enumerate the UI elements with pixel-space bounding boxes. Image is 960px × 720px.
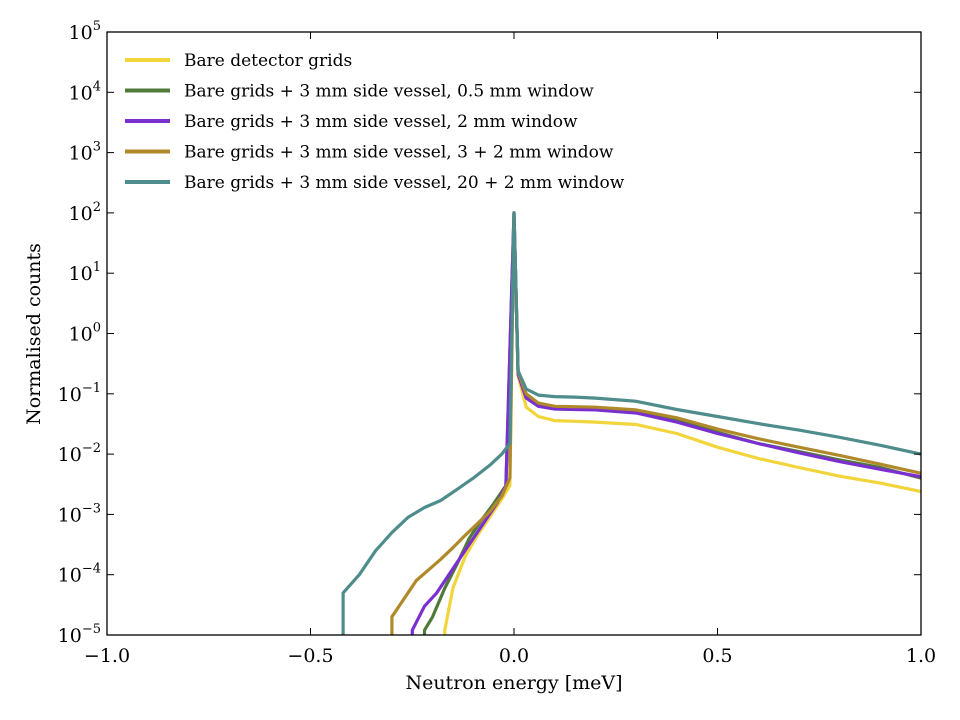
x-tick-label: 0.5	[702, 645, 732, 667]
y-axis-label: Normalised counts	[23, 243, 45, 425]
x-tick-label: −0.5	[287, 645, 333, 667]
y-tick-label: 10−2	[58, 441, 101, 466]
legend-label-3: Bare grids + 3 mm side vessel, 2 mm wind…	[184, 112, 578, 132]
series-layer	[341, 211, 921, 635]
y-tick-label: 10−1	[58, 381, 101, 406]
series-line-3	[410, 211, 921, 635]
y-tick-label: 104	[69, 79, 101, 104]
x-axis-label: Neutron energy [meV]	[405, 672, 622, 694]
y-tick-label: 10−3	[58, 501, 101, 526]
series-line-5	[341, 211, 921, 635]
y-tick-label: 102	[69, 200, 101, 225]
legend-label-1: Bare detector grids	[184, 51, 352, 71]
x-tick-label: 1.0	[906, 645, 936, 667]
legend: Bare detector grids Bare grids + 3 mm sid…	[125, 51, 625, 193]
y-tick-label: 101	[69, 260, 101, 285]
y-tick-label: 10−4	[58, 562, 101, 587]
legend-label-2: Bare grids + 3 mm side vessel, 0.5 mm wi…	[184, 82, 594, 102]
y-tick-label: 100	[69, 321, 101, 346]
legend-label-5: Bare grids + 3 mm side vessel, 20 + 2 mm…	[184, 173, 625, 193]
series-line-1	[443, 211, 921, 635]
x-tick-label: 0.0	[499, 645, 529, 667]
y-tick-label: 10−5	[58, 622, 101, 647]
x-tick-label: −1.0	[84, 645, 130, 667]
series-line-4	[390, 211, 921, 635]
y-tick-label: 103	[69, 140, 101, 165]
series-line-2	[422, 211, 921, 635]
y-tick-label: 105	[69, 19, 101, 44]
tick-layer: −1.0 −0.5 0.0 0.5 1.0 10−5 10−4 10−3 10−2 10−1 100…	[58, 19, 936, 667]
legend-label-4: Bare grids + 3 mm side vessel, 3 + 2 mm …	[184, 143, 614, 163]
